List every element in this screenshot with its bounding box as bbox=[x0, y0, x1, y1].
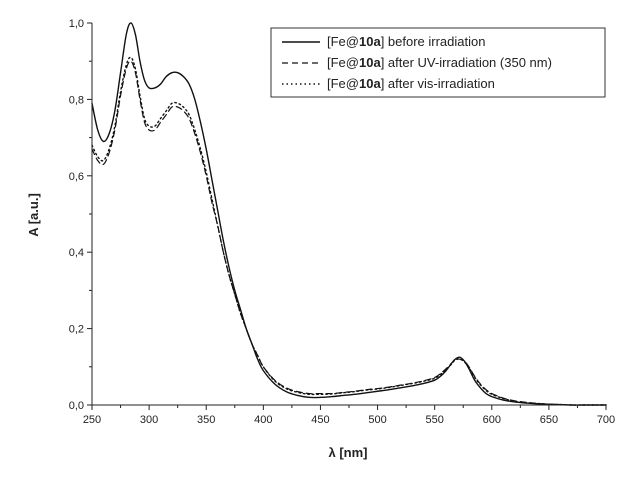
plot-lines bbox=[91, 22, 607, 406]
legend-label: [Fe@10a] after vis-irradiation bbox=[327, 76, 495, 91]
y-tick-label: 0,2 bbox=[69, 324, 84, 336]
x-tick-label: 400 bbox=[254, 414, 272, 426]
y-tick-label: 0,8 bbox=[69, 94, 84, 106]
x-tick-label: 450 bbox=[311, 414, 329, 426]
x-tick-label: 300 bbox=[140, 414, 158, 426]
legend: [Fe@10a] before irradiation [Fe@10a] afte… bbox=[270, 27, 606, 98]
series-line-solid bbox=[91, 22, 607, 406]
x-tick-label: 500 bbox=[368, 414, 386, 426]
x-tick-label: 250 bbox=[83, 414, 101, 426]
y-tick-label: 0,6 bbox=[69, 171, 84, 183]
legend-label: [Fe@10a] before irradiation bbox=[327, 34, 485, 49]
y-axis-label: A [a.u.] bbox=[26, 193, 41, 237]
x-tick-label: 350 bbox=[197, 414, 215, 426]
y-tick-label: 0,0 bbox=[69, 400, 84, 412]
x-tick-label: 650 bbox=[540, 414, 558, 426]
legend-box bbox=[270, 27, 606, 98]
y-tick-label: 1,0 bbox=[69, 18, 84, 30]
x-tick-label: 600 bbox=[483, 414, 501, 426]
series-line-dotted bbox=[91, 56, 607, 406]
x-tick-label: 700 bbox=[597, 414, 615, 426]
ticks: 250 300 350 400 450 500 550 600 650 700 0,0 0,2 0,4 0… bbox=[69, 18, 615, 426]
series-line-dashed bbox=[91, 60, 607, 406]
x-tick-label: 550 bbox=[425, 414, 443, 426]
x-axis-label: λ [nm] bbox=[329, 445, 368, 460]
legend-label: [Fe@10a] after UV-irradiation (350 nm) bbox=[327, 55, 552, 70]
y-tick-label: 0,4 bbox=[69, 247, 84, 259]
